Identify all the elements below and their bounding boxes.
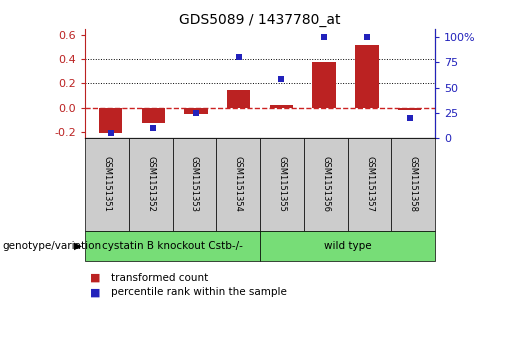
Text: GSM1151358: GSM1151358	[409, 156, 418, 212]
Text: GSM1151355: GSM1151355	[278, 156, 286, 212]
Bar	[227, 90, 250, 108]
Point	[320, 34, 328, 40]
Text: GSM1151357: GSM1151357	[365, 156, 374, 212]
Bar	[184, 108, 208, 114]
Point	[363, 34, 371, 40]
Text: GSM1151351: GSM1151351	[102, 156, 111, 212]
Text: ■: ■	[90, 273, 100, 283]
Bar	[142, 108, 165, 123]
Text: ▶: ▶	[74, 241, 82, 251]
Point	[277, 77, 285, 82]
Text: genotype/variation: genotype/variation	[3, 241, 101, 251]
Point	[107, 130, 115, 136]
Text: wild type: wild type	[324, 241, 371, 251]
Point	[235, 54, 243, 60]
Text: ■: ■	[90, 287, 100, 297]
Title: GDS5089 / 1437780_at: GDS5089 / 1437780_at	[179, 13, 341, 26]
Text: GSM1151353: GSM1151353	[190, 156, 199, 212]
Bar	[99, 108, 123, 133]
Text: GSM1151354: GSM1151354	[234, 156, 243, 212]
Text: percentile rank within the sample: percentile rank within the sample	[111, 287, 287, 297]
Bar	[313, 62, 336, 108]
Bar	[398, 108, 421, 110]
Text: cystatin B knockout Cstb-/-: cystatin B knockout Cstb-/-	[102, 241, 243, 251]
Bar	[270, 105, 293, 108]
Point	[192, 110, 200, 116]
Text: transformed count: transformed count	[111, 273, 208, 283]
Point	[405, 115, 414, 121]
Text: GSM1151356: GSM1151356	[321, 156, 330, 212]
Bar	[355, 45, 379, 108]
Text: GSM1151352: GSM1151352	[146, 156, 155, 212]
Point	[149, 125, 158, 131]
